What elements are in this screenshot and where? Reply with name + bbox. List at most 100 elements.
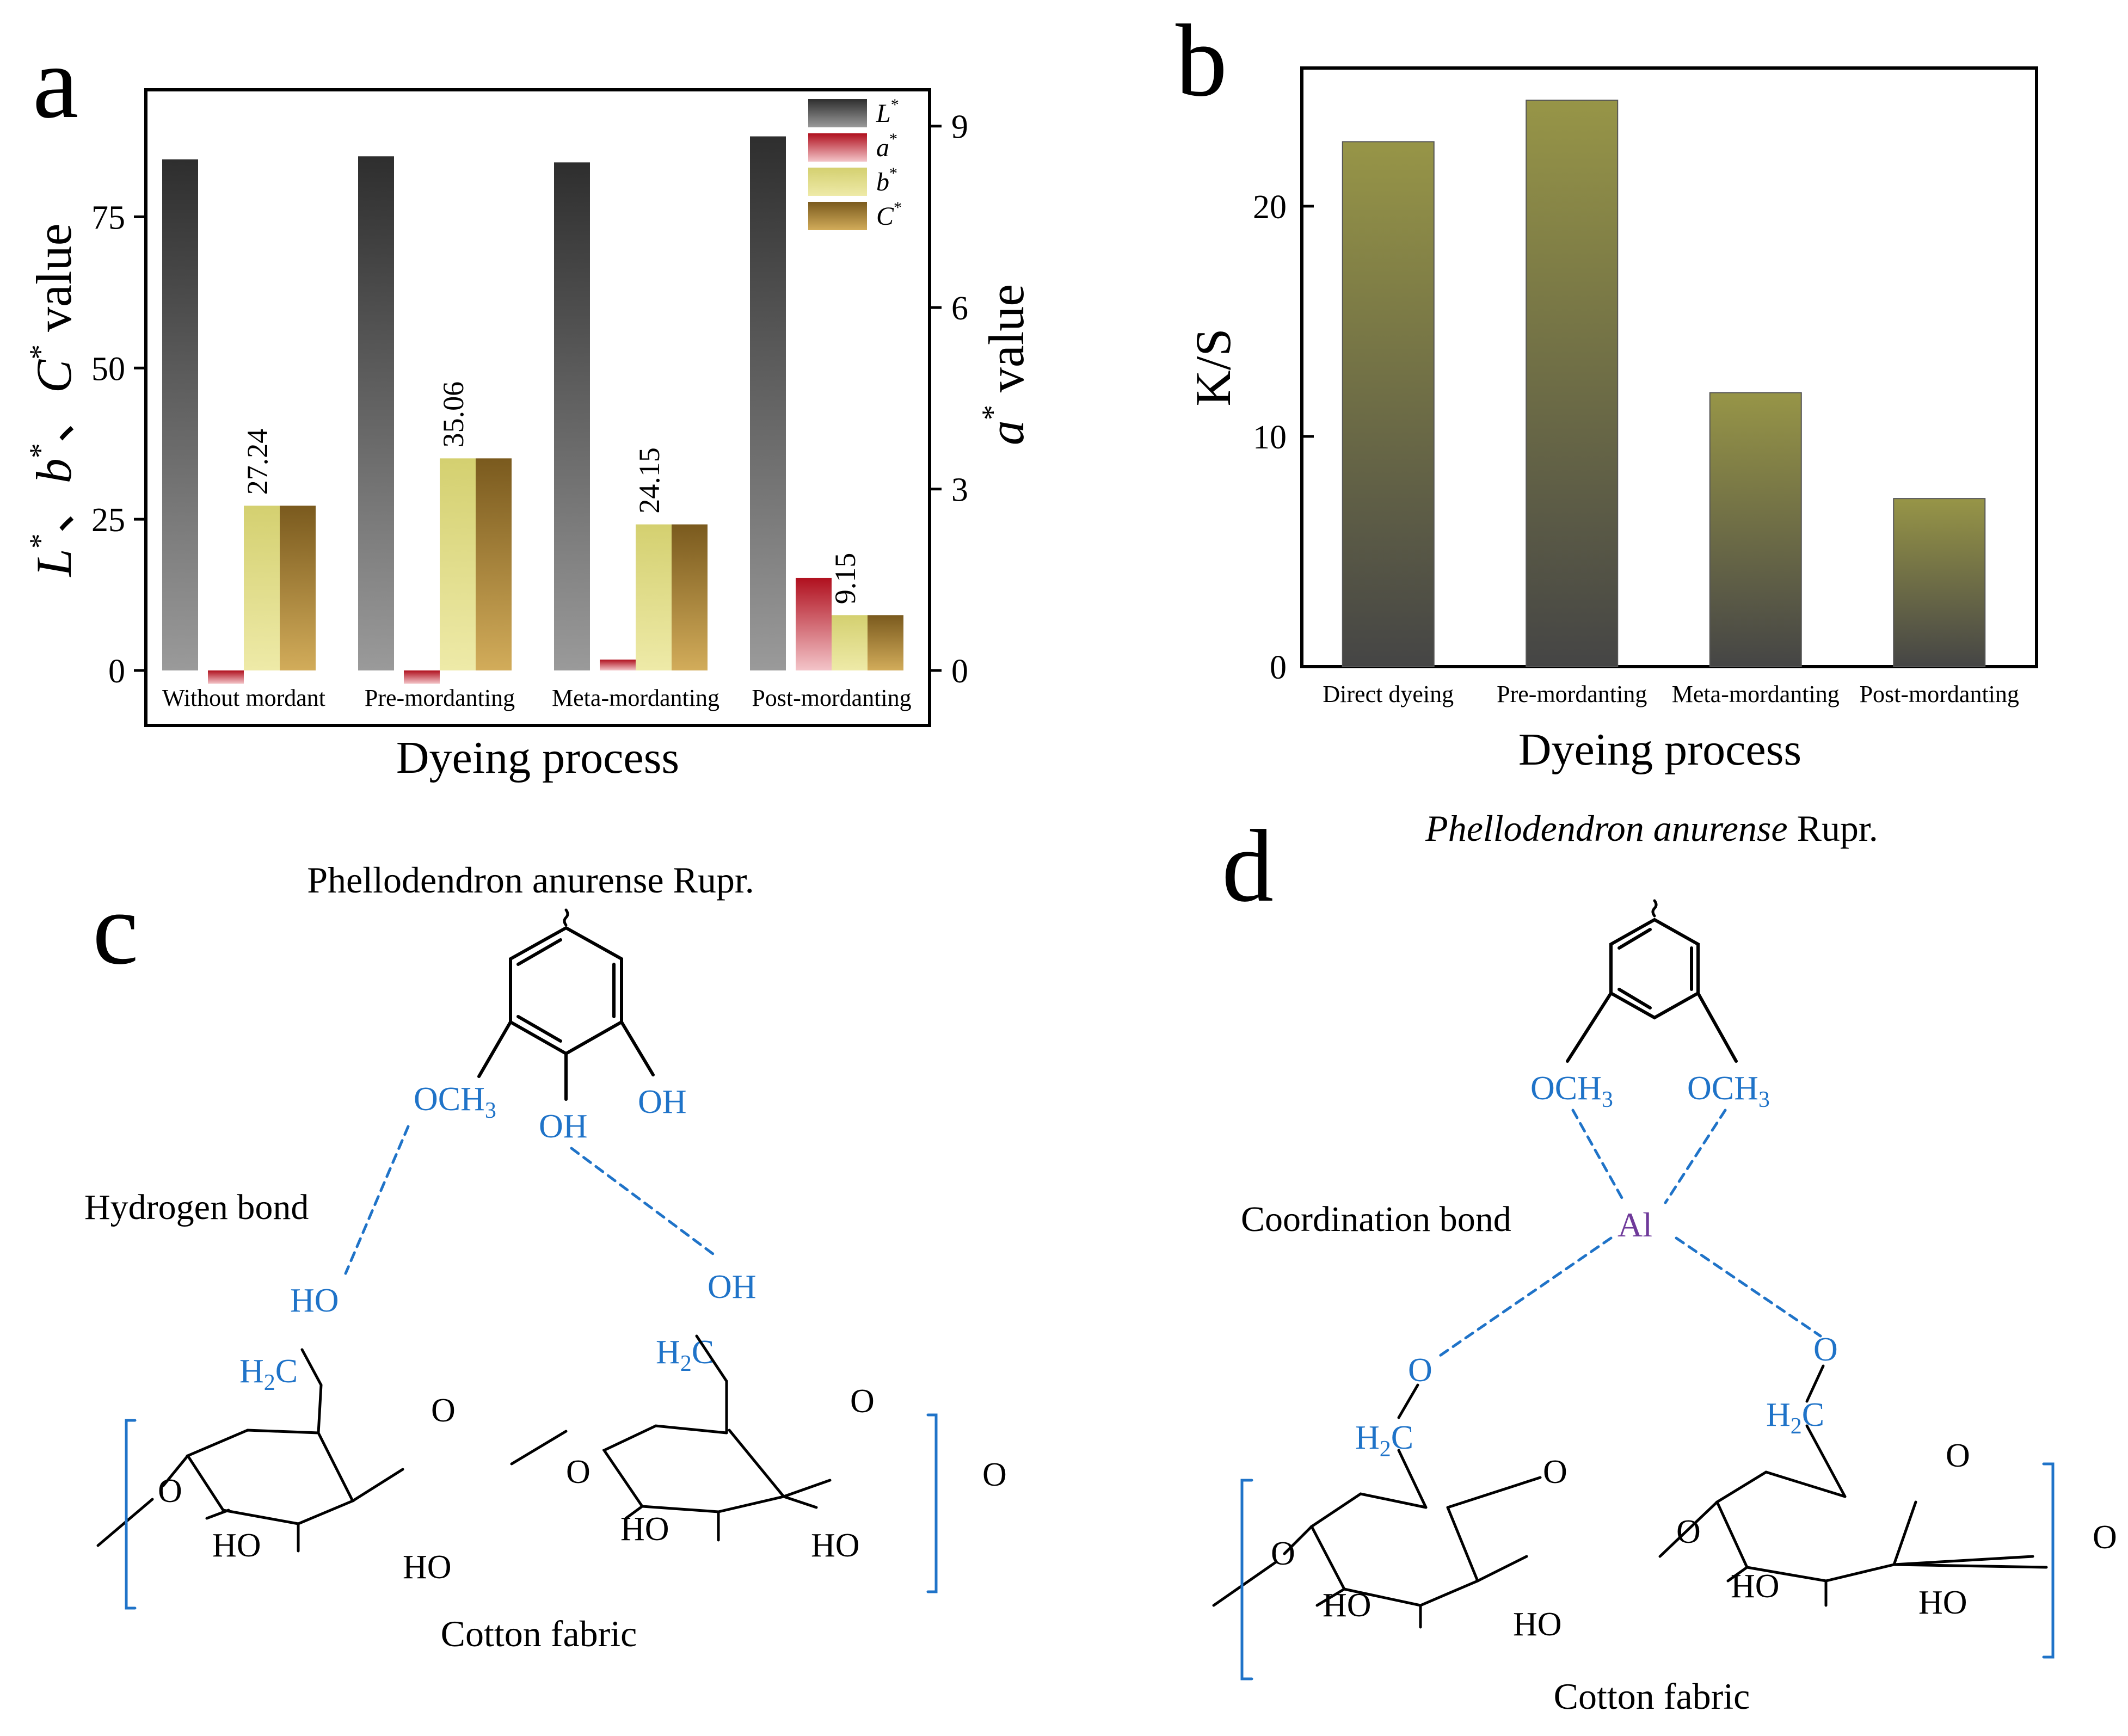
- y-tick-label-right-a-1: 3: [951, 472, 968, 509]
- y-tick-label-left-a-0: 0: [108, 653, 125, 690]
- y-tick-label-left-a-1: 25: [91, 502, 125, 539]
- y-tick-label-b-0: 0: [1270, 649, 1287, 686]
- ring-oxygen-1-d: O: [1543, 1454, 1567, 1491]
- bar-C-1: [280, 506, 316, 670]
- oh-group-right-c: OH: [638, 1084, 687, 1121]
- panel-label-a: a: [33, 26, 78, 140]
- wavy-bond-d: [1651, 899, 1658, 918]
- y-axis-label-b: K/S: [1185, 328, 1241, 406]
- bar-L-4: [750, 136, 786, 671]
- legend-swatch-a: [808, 133, 867, 162]
- glycosidic-oxygen-mid-d: O: [1676, 1513, 1701, 1550]
- bracket-right-c: [926, 1413, 938, 1593]
- cellulose-chain-d: [1212, 1364, 2048, 1629]
- x-tick-label-a-2: Pre-mordanting: [365, 685, 515, 711]
- ks-bar-4: [1893, 498, 1986, 668]
- ks-bar-2: [1526, 100, 1619, 668]
- glycosidic-oxygen-mid-c: O: [566, 1454, 591, 1491]
- metal-ion-label-d: Al: [1617, 1205, 1652, 1244]
- axes-b: Direct dyeing Pre-mordanting Meta-mordanti…: [1253, 189, 2019, 707]
- h2c-group-left-d: H2C: [1355, 1419, 1413, 1462]
- ks-bar-1: [1342, 141, 1435, 667]
- ring-oxygen-2-c: O: [850, 1383, 875, 1420]
- x-axis-label-b: Dyeing process: [1518, 724, 1801, 775]
- panel-d-diagram: d Phellodendron anurense Rupr. OCH3 OCH3…: [1212, 808, 2117, 1717]
- oh-group-fabric-right-c: OH: [708, 1269, 757, 1306]
- och3-group-right-d: OCH3: [1687, 1070, 1770, 1112]
- bar-a-3: [600, 659, 636, 670]
- y-tick-label-left-a-3: 75: [91, 199, 125, 236]
- och3-group-c: OCH3: [414, 1081, 496, 1123]
- plot-frame-a: [144, 88, 931, 727]
- bar-b-2: [440, 458, 476, 670]
- data-label-3: 24.15: [633, 447, 666, 514]
- bar-C-3: [672, 524, 708, 670]
- bar-L-2: [358, 156, 394, 671]
- och3-group-left-d: OCH3: [1530, 1070, 1613, 1112]
- legend-swatch-L: [808, 99, 867, 127]
- glycosidic-oxygen-left-d: O: [1271, 1535, 1295, 1572]
- data-label-2: 35.06: [437, 381, 470, 448]
- ho-ring2-left-d: HO: [1731, 1568, 1780, 1605]
- bond-label-c: Hydrogen bond: [84, 1187, 309, 1227]
- bar-C-2: [476, 458, 512, 670]
- substrate-label-d: Cotton fabric: [1554, 1676, 1750, 1717]
- bar-a-1: [208, 670, 244, 684]
- bracket-right-d: [2042, 1462, 2055, 1659]
- y-tick-label-b-1: 10: [1253, 419, 1287, 456]
- x-tick-label-a-4: Post-mordanting: [752, 685, 911, 711]
- ho-ring1-left-c: HO: [212, 1527, 261, 1564]
- o-fabric-right-d: O: [1813, 1331, 1838, 1368]
- y-tick-label-right-a-3: 9: [951, 109, 968, 146]
- axes-a: Without mordant Pre-mordanting Meta-mordan…: [91, 109, 968, 711]
- benzene-ring-c: [477, 926, 655, 1101]
- ho-ring1-right-c: HO: [403, 1549, 452, 1586]
- x-tick-label-b-3: Meta-mordanting: [1672, 681, 1840, 707]
- plot-frame-b: [1300, 66, 2038, 668]
- x-tick-label-b-4: Post-mordanting: [1860, 681, 2019, 707]
- oh-group-center-c: OH: [539, 1108, 588, 1145]
- glycosidic-oxygen-left-c: O: [158, 1473, 182, 1510]
- cellulose-chain-c: [96, 1334, 832, 1553]
- legend-swatch-C: [808, 202, 867, 230]
- ho-ring2-left-c: HO: [620, 1511, 669, 1548]
- bar-b-1: [244, 506, 280, 670]
- legend-label-b: b*: [876, 164, 897, 196]
- molecule-title-d: Phellodendron anurense Rupr.: [1425, 808, 1878, 849]
- bar-b-3: [636, 524, 672, 670]
- bars-a: 27.24 35.06 24.15 9.15: [162, 136, 903, 684]
- ks-bar-3: [1709, 392, 1802, 667]
- bar-b-4: [832, 615, 868, 670]
- glycosidic-oxygen-right-c: O: [982, 1456, 1007, 1493]
- panel-b-chart: b Direct dyeing Pre-mordanting Meta-mordan…: [1176, 4, 2038, 775]
- x-tick-label-a-3: Meta-mordanting: [552, 685, 719, 711]
- bracket-left-d: [1240, 1479, 1253, 1680]
- bar-a-2: [404, 670, 440, 684]
- bar-C-4: [868, 615, 903, 670]
- o-fabric-left-d: O: [1408, 1352, 1432, 1389]
- panel-label-b: b: [1176, 4, 1227, 118]
- bar-a-4: [796, 577, 832, 670]
- ring-oxygen-2-d: O: [1946, 1437, 1970, 1474]
- h2c-group-left-c: H2C: [239, 1353, 298, 1395]
- ho-ring2-right-c: HO: [811, 1527, 860, 1564]
- panel-label-d: d: [1222, 809, 1274, 924]
- ho-ring2-right-d: HO: [1918, 1584, 1967, 1621]
- hydrogen-bond-right-c: [570, 1147, 719, 1259]
- ho-ring1-right-d: HO: [1513, 1606, 1562, 1643]
- x-axis-label-a: Dyeing process: [396, 732, 679, 783]
- h2c-group-right-c: H2C: [656, 1334, 714, 1376]
- legend-label-a: a*: [876, 130, 897, 162]
- wavy-bond-c: [563, 908, 569, 927]
- data-label-4: 9.15: [829, 553, 862, 605]
- bars-b: [1342, 100, 1986, 668]
- hydrogen-bond-left-c: [344, 1125, 410, 1275]
- ho-ring1-left-d: HO: [1323, 1587, 1371, 1624]
- x-tick-label-a-1: Without mordant: [162, 685, 325, 711]
- ho-group-fabric-left-c: HO: [290, 1282, 339, 1319]
- data-label-1: 27.24: [241, 429, 274, 495]
- legend-label-C: C*: [876, 199, 902, 231]
- y-axis-label-right-a: a* value: [976, 284, 1034, 445]
- x-tick-label-b-1: Direct dyeing: [1323, 681, 1454, 707]
